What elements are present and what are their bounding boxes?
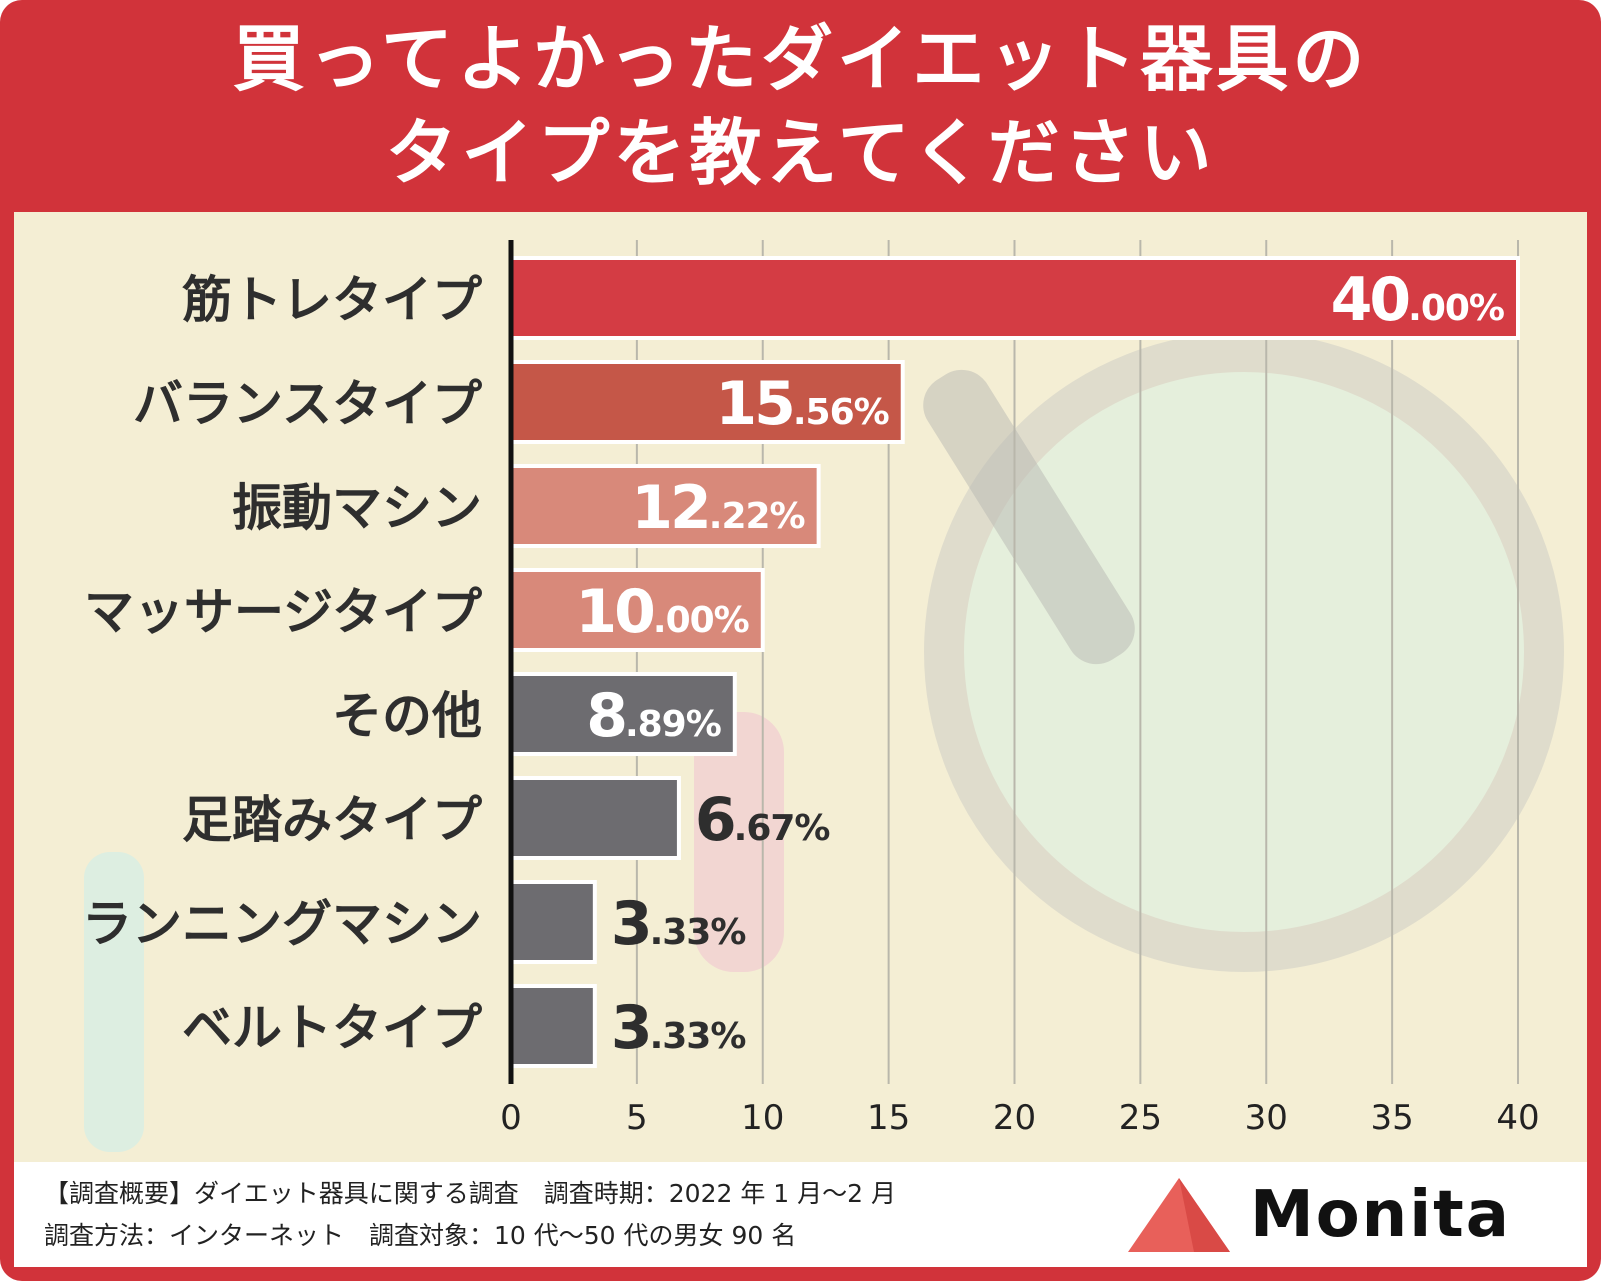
x-tick-label: 5 bbox=[626, 1098, 648, 1138]
x-tick-label: 0 bbox=[500, 1098, 522, 1138]
title-line-2: タイプを教えてください bbox=[385, 111, 1216, 195]
bar-chart: 0 5 10 15 20 25 30 35 40 筋トレタイプ 40.00% バランスタイプ 15.56… bbox=[82, 240, 1540, 1138]
data-label: 6.67% bbox=[695, 785, 830, 855]
x-tick-label: 25 bbox=[1119, 1098, 1162, 1138]
x-tick-label: 30 bbox=[1245, 1098, 1288, 1138]
category-label: ベルトタイプ bbox=[182, 999, 482, 1057]
bar bbox=[509, 984, 597, 1068]
bar bbox=[509, 880, 597, 964]
x-tick-label: 20 bbox=[993, 1098, 1036, 1138]
category-label: 振動マシン bbox=[232, 479, 482, 537]
category-label: バランスタイプ bbox=[133, 375, 482, 433]
bar bbox=[509, 256, 1520, 340]
background-cyan-shape bbox=[84, 852, 144, 1152]
data-label: 40.00% bbox=[1331, 265, 1504, 335]
survey-summary-line-1: 【調査概要】ダイエット器具に関する調査 調査時期：2022 年 1 月〜2 月 bbox=[44, 1179, 896, 1208]
bar bbox=[509, 672, 737, 756]
category-label: その他 bbox=[332, 687, 482, 745]
data-label: 10.00% bbox=[575, 577, 748, 647]
chart-panel: 0 5 10 15 20 25 30 35 40 筋トレタイプ 40.00% バランスタイプ 15.56… bbox=[14, 212, 1587, 1162]
x-tick-label: 35 bbox=[1370, 1098, 1413, 1138]
data-label: 15.56% bbox=[715, 369, 888, 439]
x-tick-label: 10 bbox=[741, 1098, 784, 1138]
category-label: 足踏みタイプ bbox=[182, 791, 482, 849]
data-label: 12.22% bbox=[631, 473, 804, 543]
brand-triangle-icon bbox=[1128, 1178, 1230, 1252]
brand-logo: Monita bbox=[1124, 1174, 1544, 1256]
category-label: ランニングマシン bbox=[82, 895, 482, 953]
x-tick-label: 15 bbox=[867, 1098, 910, 1138]
chart-title: 買ってよかったダイエット器具の タイプを教えてください bbox=[0, 8, 1601, 204]
bar bbox=[509, 360, 905, 444]
x-tick-label: 40 bbox=[1496, 1098, 1539, 1138]
category-label: マッサージタイプ bbox=[84, 583, 482, 641]
survey-footer: 【調査概要】ダイエット器具に関する調査 調査時期：2022 年 1 月〜2 月 … bbox=[14, 1162, 1587, 1267]
data-label: 3.33% bbox=[611, 889, 746, 959]
title-line-1: 買ってよかったダイエット器具の bbox=[232, 17, 1369, 101]
data-label: 3.33% bbox=[611, 993, 746, 1063]
bar bbox=[509, 776, 681, 860]
bar bbox=[509, 464, 821, 548]
category-label: 筋トレタイプ bbox=[182, 271, 482, 329]
data-label: 8.89% bbox=[586, 681, 721, 751]
brand-name: Monita bbox=[1250, 1178, 1511, 1252]
survey-summary-line-2: 調査方法：インターネット 調査対象：10 代〜50 代の男女 90 名 bbox=[44, 1221, 797, 1250]
